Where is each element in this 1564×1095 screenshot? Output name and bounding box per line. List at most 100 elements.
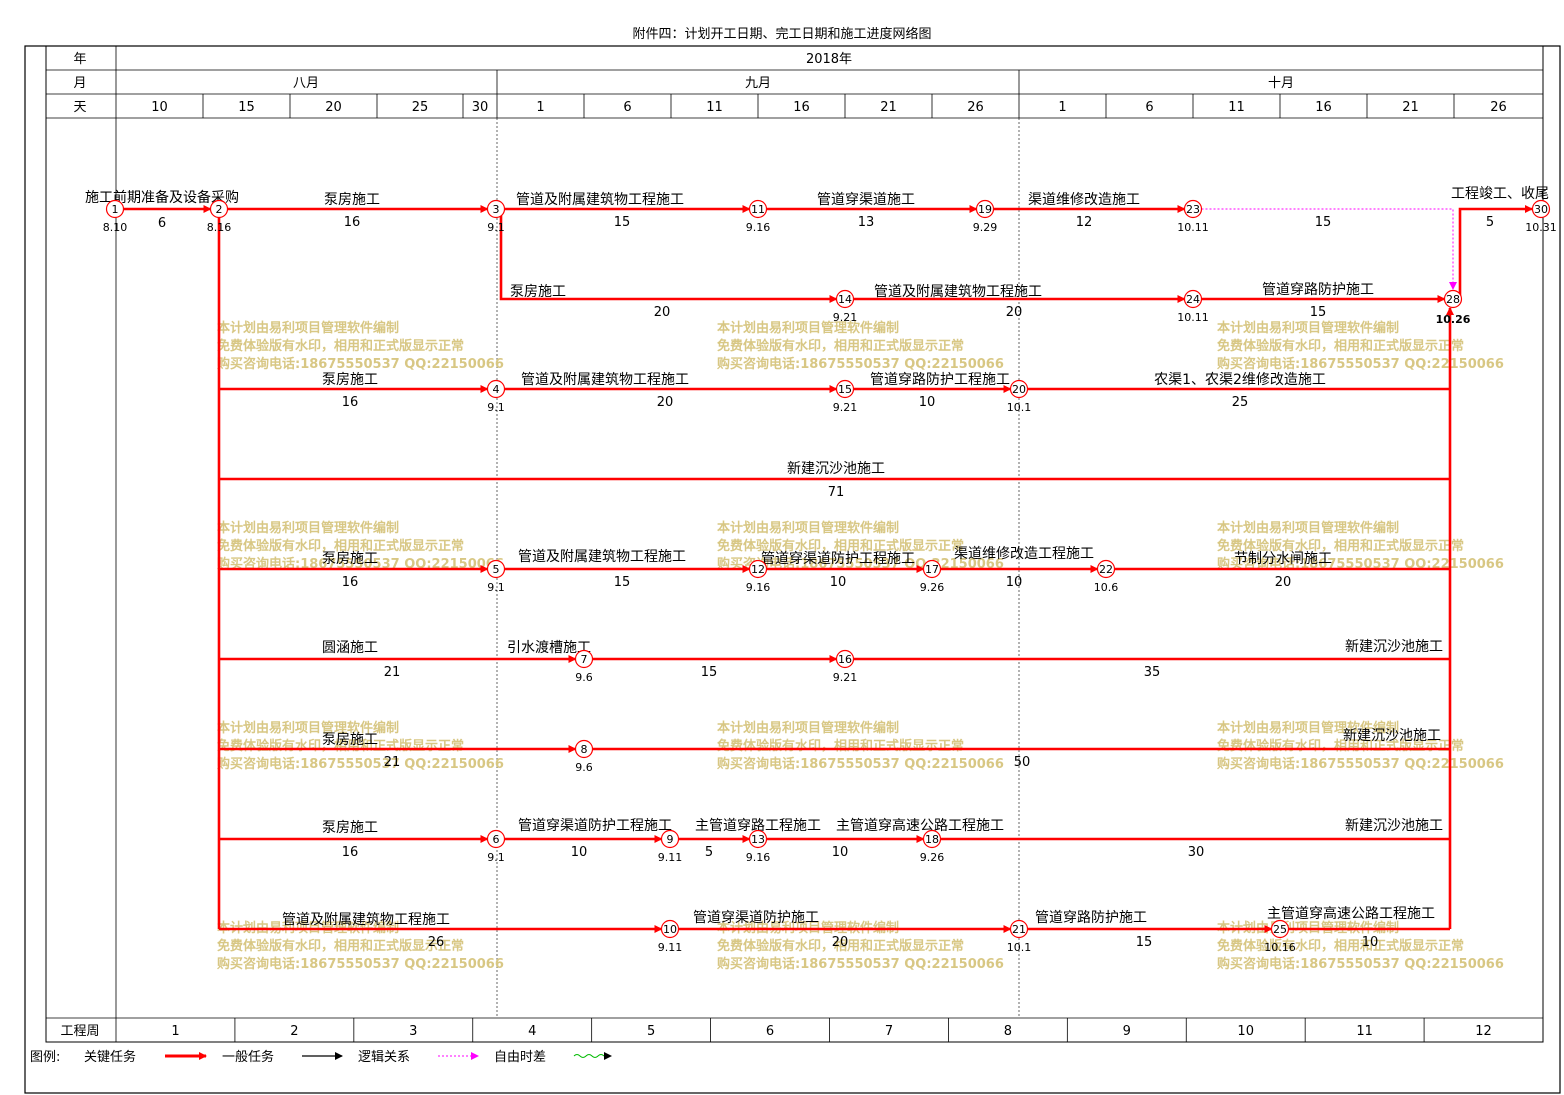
node-3: 39.1 <box>486 199 506 234</box>
node-circle <box>486 199 506 219</box>
day-header-label: 天 <box>73 100 86 115</box>
watermark-line: 免费体验版有水印，相用和正式版显示正常 <box>717 538 964 554</box>
task-duration: 12 <box>1076 215 1093 230</box>
node-number: 2 <box>216 203 223 216</box>
task-duration: 6 <box>158 216 166 231</box>
node-date: 9.1 <box>487 851 505 864</box>
node-date: 8.10 <box>103 221 128 234</box>
watermark-line: 购买咨询电话:18675550537 QQ:22150066 <box>217 956 504 972</box>
grid-frame <box>45 45 1544 1043</box>
task: 主管道穿高速公路工程施工 10 <box>832 817 1004 860</box>
node-circle <box>1270 919 1290 939</box>
legend-float-label: 自由时差 <box>494 1050 546 1065</box>
day-cell: 11 <box>1228 100 1245 115</box>
node-number: 9 <box>667 833 674 846</box>
task: 渠道维修改造工程施工 10 <box>954 546 1094 590</box>
task-duration: 5 <box>705 845 713 860</box>
task-name: 管道及附属建筑物工程施工 <box>516 192 684 208</box>
node-19: 199.29 <box>973 199 998 234</box>
node-15: 159.21 <box>833 379 858 414</box>
week-cell: 9 <box>1123 1024 1131 1039</box>
node-circle <box>1183 199 1203 219</box>
node-date: 9.21 <box>833 401 858 414</box>
task-name: 管道穿渠道防护施工 <box>693 910 819 926</box>
node-circle <box>922 829 942 849</box>
task-duration: 10 <box>1006 575 1023 590</box>
task-name: 管道及附属建筑物工程施工 <box>518 549 686 565</box>
task-name: 农渠1、农渠2维修改造施工 <box>1154 372 1326 388</box>
node-13: 139.16 <box>746 829 771 864</box>
day-cell: 6 <box>623 100 631 115</box>
day-cell: 20 <box>325 100 342 115</box>
node-circle <box>975 199 995 219</box>
node-circle <box>1009 919 1029 939</box>
legend-general-label: 一般任务 <box>222 1049 274 1065</box>
task-duration: 10 <box>830 575 847 590</box>
year-header-label: 年 <box>73 52 86 67</box>
task-name: 泵房施工 <box>322 820 378 836</box>
node-date: 10.11 <box>1177 311 1209 324</box>
task-name: 渠道维修改造工程施工 <box>954 546 1094 562</box>
node-circle <box>660 919 680 939</box>
node-9: 99.11 <box>658 829 682 864</box>
task-name: 新建沉沙池施工 <box>787 461 885 477</box>
task-name: 管道及附属建筑物工程施工 <box>521 372 689 388</box>
node-30: 30 10.31 <box>1525 199 1557 234</box>
node-date: 9.16 <box>746 851 771 864</box>
week-cell: 2 <box>290 1024 298 1039</box>
node-circle <box>1531 199 1551 219</box>
task: 管道穿渠道防护工程施工 10 <box>761 551 915 590</box>
day-cell: 11 <box>706 100 723 115</box>
task: 主管道穿高速公路工程施工 10 <box>1267 905 1435 950</box>
node-date: 9.1 <box>487 581 505 594</box>
task: 新建沉沙池施工 30 <box>1188 818 1443 860</box>
task-name: 泵房施工 <box>322 372 378 388</box>
watermark-line: 免费体验版有水印，相用和正式版显示正常 <box>1217 938 1464 954</box>
task-duration: 50 <box>1014 755 1031 770</box>
watermark-line: 免费体验版有水印，相用和正式版显示正常 <box>717 938 964 954</box>
node-number: 11 <box>751 203 765 216</box>
node-number: 30 <box>1534 203 1548 216</box>
node-date: 9.6 <box>575 671 593 684</box>
task: 管道及附属建筑物工程施工 20 <box>521 372 689 410</box>
network-edges <box>123 205 1533 933</box>
task-duration: 10 <box>919 395 936 410</box>
task-name: 管道及附属建筑物工程施工 <box>282 912 450 928</box>
node-circle <box>835 649 855 669</box>
task-duration: 13 <box>858 215 875 230</box>
watermark-line: 本计划由易利项目管理软件编制 <box>717 720 899 736</box>
watermark-line: 免费体验版有水印，相用和正式版显示正常 <box>1217 538 1464 554</box>
watermark-line: 免费体验版有水印，相用和正式版显示正常 <box>717 738 964 754</box>
task-duration: 10 <box>1362 935 1379 950</box>
task: 施工前期准备及设备采购 6 <box>85 189 239 231</box>
watermark-line: 免费体验版有水印，相用和正式版显示正常 <box>217 938 464 954</box>
week-cell: 1 <box>171 1024 179 1039</box>
node-17: 179.26 <box>920 559 944 594</box>
task-duration: 21 <box>384 755 401 770</box>
legend-label: 图例: <box>30 1050 60 1065</box>
node-number: 17 <box>925 563 939 576</box>
task-duration: 20 <box>654 305 671 320</box>
task: 圆涵施工 21 <box>322 640 400 680</box>
task: 泵房施工 16 <box>322 372 378 410</box>
node-number: 28 <box>1446 293 1460 306</box>
task-duration: 20 <box>1006 305 1023 320</box>
task: 泵房施工 16 <box>322 551 378 590</box>
task-duration: 25 <box>1232 395 1249 410</box>
task-name: 泵房施工 <box>324 192 380 208</box>
task-arrow <box>499 215 838 303</box>
task: 泵房施工 20 <box>510 284 670 320</box>
task-arrow <box>1201 208 1457 290</box>
watermark-line: 免费体验版有水印，相用和正式版显示正常 <box>717 338 964 354</box>
node-date: 9.29 <box>973 221 998 234</box>
task-duration: 16 <box>342 575 359 590</box>
day-cell: 26 <box>967 100 984 115</box>
task: 泵房施工 16 <box>324 192 380 230</box>
day-cell: 21 <box>1402 100 1419 115</box>
task-duration: 15 <box>1310 305 1327 320</box>
month-header-label: 月 <box>73 76 86 91</box>
task: 管道及附属建筑物工程施工 20 <box>874 284 1042 320</box>
task-duration: 16 <box>342 395 359 410</box>
week-cell: 6 <box>766 1024 774 1039</box>
task-name: 泵房施工 <box>322 732 378 748</box>
